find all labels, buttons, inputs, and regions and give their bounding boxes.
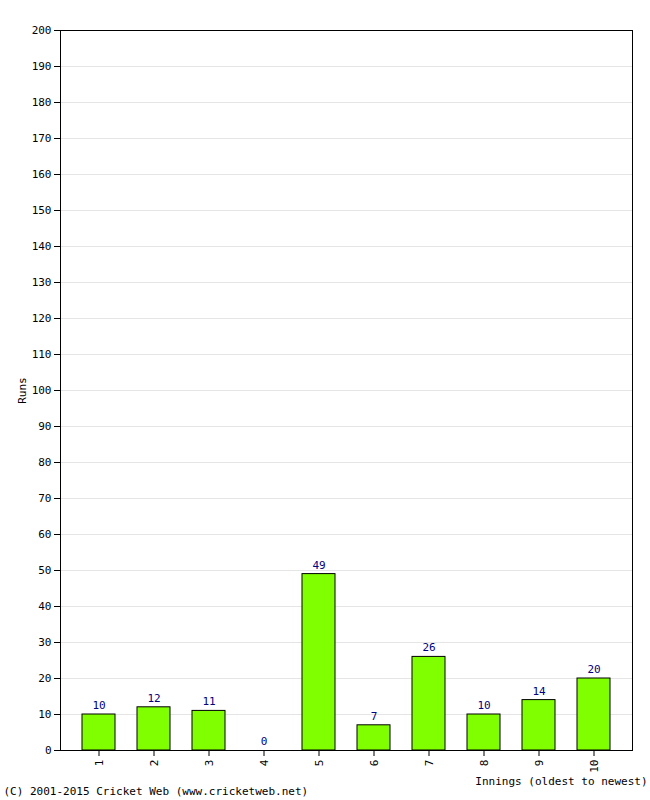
- svg-text:Runs: Runs: [16, 377, 29, 404]
- svg-text:150: 150: [32, 204, 52, 217]
- svg-text:10: 10: [38, 708, 51, 721]
- svg-text:130: 130: [32, 276, 52, 289]
- svg-text:40: 40: [38, 600, 51, 613]
- svg-text:90: 90: [38, 420, 51, 433]
- svg-text:190: 190: [32, 60, 52, 73]
- svg-text:4: 4: [258, 759, 271, 766]
- svg-text:Innings (oldest to newest): Innings (oldest to newest): [475, 775, 647, 788]
- svg-text:26: 26: [422, 641, 435, 654]
- svg-text:50: 50: [38, 564, 51, 577]
- svg-text:6: 6: [368, 760, 381, 767]
- svg-text:160: 160: [32, 168, 52, 181]
- svg-text:2: 2: [148, 760, 161, 767]
- svg-text:10: 10: [477, 699, 490, 712]
- svg-text:180: 180: [32, 96, 52, 109]
- svg-text:3: 3: [203, 760, 216, 767]
- svg-text:11: 11: [202, 695, 215, 708]
- svg-text:7: 7: [371, 710, 378, 723]
- svg-text:140: 140: [32, 240, 52, 253]
- svg-text:10: 10: [92, 699, 105, 712]
- svg-text:0: 0: [45, 744, 52, 757]
- svg-text:49: 49: [312, 559, 325, 572]
- svg-text:1: 1: [93, 760, 106, 767]
- svg-text:20: 20: [38, 672, 51, 685]
- svg-text:70: 70: [38, 492, 51, 505]
- svg-text:60: 60: [38, 528, 51, 541]
- svg-text:7: 7: [423, 760, 436, 767]
- svg-text:20: 20: [587, 663, 600, 676]
- svg-text:8: 8: [478, 760, 491, 767]
- svg-text:30: 30: [38, 636, 51, 649]
- svg-text:10: 10: [588, 760, 601, 773]
- svg-text:120: 120: [32, 312, 52, 325]
- svg-text:(C) 2001-2015 Cricket Web (www: (C) 2001-2015 Cricket Web (www.cricketwe…: [4, 785, 309, 798]
- svg-text:100: 100: [32, 384, 52, 397]
- svg-text:14: 14: [532, 685, 546, 698]
- svg-text:5: 5: [313, 760, 326, 767]
- svg-text:12: 12: [147, 692, 160, 705]
- svg-text:110: 110: [32, 348, 52, 361]
- svg-text:0: 0: [261, 735, 268, 748]
- svg-text:80: 80: [38, 456, 51, 469]
- svg-text:170: 170: [32, 132, 52, 145]
- svg-text:9: 9: [533, 760, 546, 767]
- svg-text:200: 200: [32, 24, 52, 37]
